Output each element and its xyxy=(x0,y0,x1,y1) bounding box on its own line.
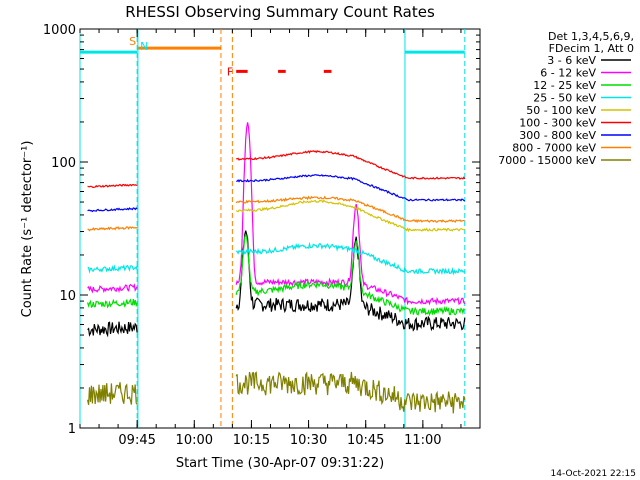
x-tick-label: 11:00 xyxy=(404,433,441,448)
chart-title: RHESSI Observing Summary Count Rates xyxy=(125,3,435,21)
series-line-4 xyxy=(87,241,465,276)
series-line-2 xyxy=(87,122,466,306)
series-line-7 xyxy=(87,173,465,213)
series-layer xyxy=(87,122,466,414)
y-tick-label: 10 xyxy=(59,289,76,304)
series-line-8 xyxy=(87,195,465,232)
legend-entry-label: 50 - 100 keV xyxy=(526,104,596,117)
legend-header-line: Det 1,3,4,5,6,9, xyxy=(548,30,634,43)
series-line-5 xyxy=(235,199,465,233)
series-line-9 xyxy=(87,371,466,414)
series-line-3 xyxy=(87,233,466,317)
saa-label: S xyxy=(129,35,136,48)
y-tick-label: 1000 xyxy=(43,23,76,38)
y-axis-label: Count Rate (s⁻¹ detector⁻¹) xyxy=(20,141,35,318)
x-tick-label: 10:30 xyxy=(290,433,327,448)
series-line-6 xyxy=(87,150,466,189)
y-tick-label: 100 xyxy=(51,156,76,171)
legend: Det 1,3,4,5,6,9,FDecim 1, Att 03 - 6 keV… xyxy=(498,30,634,167)
night-label: N xyxy=(140,40,148,53)
legend-entry-label: 6 - 12 keV xyxy=(540,67,596,80)
axis-ticks: 09:45 10:00 10:15 10:30 10:45 11:00 1 10 100 1000 xyxy=(43,23,481,448)
legend-entry-label: 12 - 25 keV xyxy=(533,79,596,92)
x-tick-label: 10:15 xyxy=(233,433,270,448)
legend-entry-label: 300 - 800 keV xyxy=(519,129,596,142)
legend-entry-label: 3 - 6 keV xyxy=(547,54,596,67)
series-line-1 xyxy=(87,230,466,338)
timestamp: 14-Oct-2021 22:15 xyxy=(551,469,636,479)
x-tick-label: 09:45 xyxy=(118,433,155,448)
axes-frame xyxy=(79,28,481,429)
legend-entry-label: 100 - 300 keV xyxy=(519,117,596,130)
legend-entry-label: 7000 - 15000 keV xyxy=(498,154,596,167)
legend-entry-label: 25 - 50 keV xyxy=(533,92,596,105)
flare-label: F xyxy=(227,65,233,78)
observing-intervals: S N F xyxy=(79,29,466,428)
x-axis-label: Start Time (30-Apr-07 09:31:22) xyxy=(176,456,384,471)
legend-entry-label: 800 - 7000 keV xyxy=(512,142,596,155)
legend-header-line: FDecim 1, Att 0 xyxy=(549,42,634,55)
y-tick-label: 1 xyxy=(68,422,76,437)
x-tick-label: 10:00 xyxy=(176,433,213,448)
x-tick-label: 10:45 xyxy=(347,433,384,448)
plot-frame xyxy=(79,28,481,429)
